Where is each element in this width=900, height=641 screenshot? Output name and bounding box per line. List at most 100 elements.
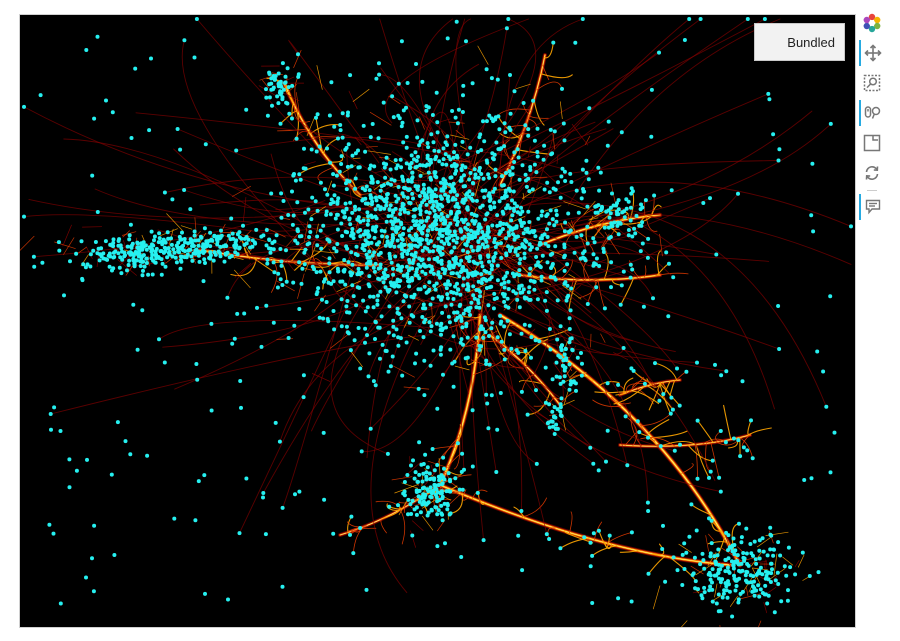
graph-node (771, 132, 776, 137)
graph-node (376, 293, 380, 298)
graph-node (536, 216, 541, 221)
graph-edge (317, 166, 335, 182)
graph-node (524, 178, 528, 183)
graph-node (383, 243, 388, 248)
reset-tool-icon[interactable] (859, 160, 885, 186)
graph-node (527, 272, 532, 277)
graph-node (157, 236, 162, 241)
graph-node (395, 310, 400, 315)
save-tool-icon[interactable] (859, 130, 885, 156)
graph-node (62, 293, 66, 298)
box-zoom-tool-icon[interactable] (859, 70, 885, 96)
graph-node (520, 568, 525, 573)
graph-node (443, 140, 448, 145)
graph-node (726, 548, 730, 553)
graph-node (296, 72, 301, 77)
graph-node (398, 207, 403, 212)
graph-node (708, 196, 712, 201)
graph-edge (542, 169, 558, 184)
graph-node (450, 361, 455, 366)
graph-node (160, 242, 165, 247)
graph-node (533, 338, 538, 343)
graph-node (377, 72, 382, 77)
graph-node (714, 601, 719, 606)
graph-node (635, 419, 640, 424)
graph-node (658, 444, 663, 449)
graph-node (424, 209, 429, 214)
graph-node (737, 521, 741, 526)
wheel-zoom-tool-icon[interactable] (859, 100, 885, 126)
graph-edge (563, 201, 586, 210)
graph-node (416, 386, 421, 391)
graph-node (418, 173, 423, 178)
graph-node (453, 233, 458, 238)
graph-node (429, 132, 434, 137)
graph-node (629, 186, 634, 191)
graph-edge (568, 274, 576, 279)
graph-node (519, 224, 524, 228)
graph-node (202, 257, 207, 262)
graph-node (454, 19, 459, 24)
graph-node (735, 553, 740, 558)
graph-node (561, 379, 566, 384)
graph-node (517, 273, 522, 278)
graph-node (393, 206, 398, 211)
graph-node (545, 421, 550, 426)
graph-node (424, 193, 429, 198)
graph-node (744, 526, 749, 531)
graph-node (208, 250, 213, 255)
graph-node (498, 321, 503, 326)
graph-edge (293, 104, 311, 123)
graph-node (501, 211, 506, 216)
bokeh-logo-icon[interactable] (859, 10, 885, 36)
graph-node (736, 562, 741, 567)
graph-node (776, 540, 781, 545)
graph-node (519, 205, 523, 210)
graph-node (414, 490, 419, 494)
graph-edge (468, 18, 690, 245)
graph-node (410, 191, 415, 196)
graph-node (110, 110, 115, 115)
graph-node (22, 214, 26, 219)
graph-node (382, 206, 387, 211)
graph-node (295, 200, 300, 205)
graph-node (720, 577, 725, 582)
graph-node (426, 186, 431, 191)
graph-node (455, 121, 460, 126)
graph-node (436, 149, 441, 154)
graph-node (413, 470, 418, 475)
graph-node (591, 263, 596, 268)
graph-edge (469, 207, 477, 228)
graph-node (579, 196, 584, 201)
graph-node (265, 261, 270, 266)
graph-node (547, 402, 552, 407)
graph-edge (406, 236, 676, 452)
graph-node (439, 332, 443, 337)
graph-node (395, 238, 400, 243)
graph-node (709, 518, 714, 523)
graph-node (493, 174, 498, 179)
graph-node (415, 267, 419, 272)
graph-edge (380, 519, 387, 534)
graph-node (414, 219, 419, 224)
graph-node (547, 221, 552, 226)
graph-node (660, 547, 665, 551)
pan-tool-icon[interactable] (859, 40, 885, 66)
graph-node (344, 304, 349, 309)
hover-tool-icon[interactable] (859, 194, 885, 220)
graph-node (710, 567, 715, 572)
graph-edge (306, 118, 315, 136)
graph-node (517, 268, 522, 273)
graph-node (425, 487, 430, 492)
graph-plot-canvas[interactable] (19, 14, 856, 628)
legend[interactable]: Bundled (754, 23, 845, 61)
graph-node (584, 158, 589, 163)
graph-node (477, 224, 482, 229)
graph-node (633, 231, 638, 236)
graph-edge (528, 114, 549, 119)
graph-node (447, 266, 452, 271)
graph-node (574, 188, 579, 193)
graph-node (527, 220, 532, 224)
graph-node (365, 210, 370, 215)
graph-node (788, 565, 793, 570)
